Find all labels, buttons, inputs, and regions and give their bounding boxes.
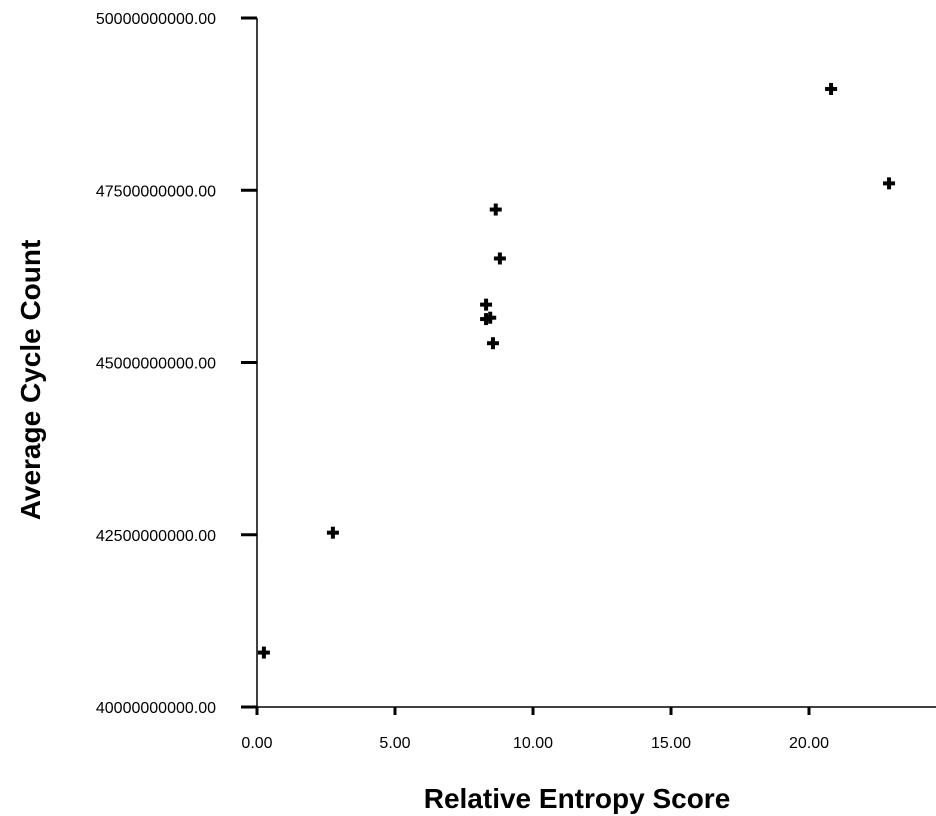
data-point [480, 298, 493, 311]
y-tick-label: 45000000000.00 [96, 356, 216, 373]
data-point [825, 82, 838, 95]
y-tick-label: 47500000000.00 [96, 183, 216, 200]
y-tick-label: 40000000000.00 [96, 700, 216, 717]
data-point [257, 646, 270, 659]
data-point [493, 252, 506, 265]
x-ticks: 0.00 5.00 10.00 15.00 20.00 [241, 707, 829, 752]
x-tick-label: 20.00 [789, 735, 829, 752]
y-tick-label: 42500000000.00 [96, 528, 216, 545]
data-point [326, 526, 339, 539]
x-axis-title: Relative Entropy Score [424, 783, 731, 814]
data-points [257, 82, 896, 659]
y-axis-title: Average Cycle Count [15, 240, 46, 521]
data-point [489, 203, 502, 216]
x-tick-label: 0.00 [241, 735, 272, 752]
x-tick-label: 5.00 [379, 735, 410, 752]
data-point [484, 311, 497, 324]
y-tick-label: 50000000000.00 [96, 11, 216, 28]
x-tick-label: 15.00 [651, 735, 691, 752]
y-ticks: 40000000000.00 42500000000.00 45000000000.… [96, 11, 257, 717]
axes [256, 18, 936, 708]
data-point [486, 337, 499, 350]
x-tick-label: 10.00 [513, 735, 553, 752]
data-point [883, 177, 896, 190]
